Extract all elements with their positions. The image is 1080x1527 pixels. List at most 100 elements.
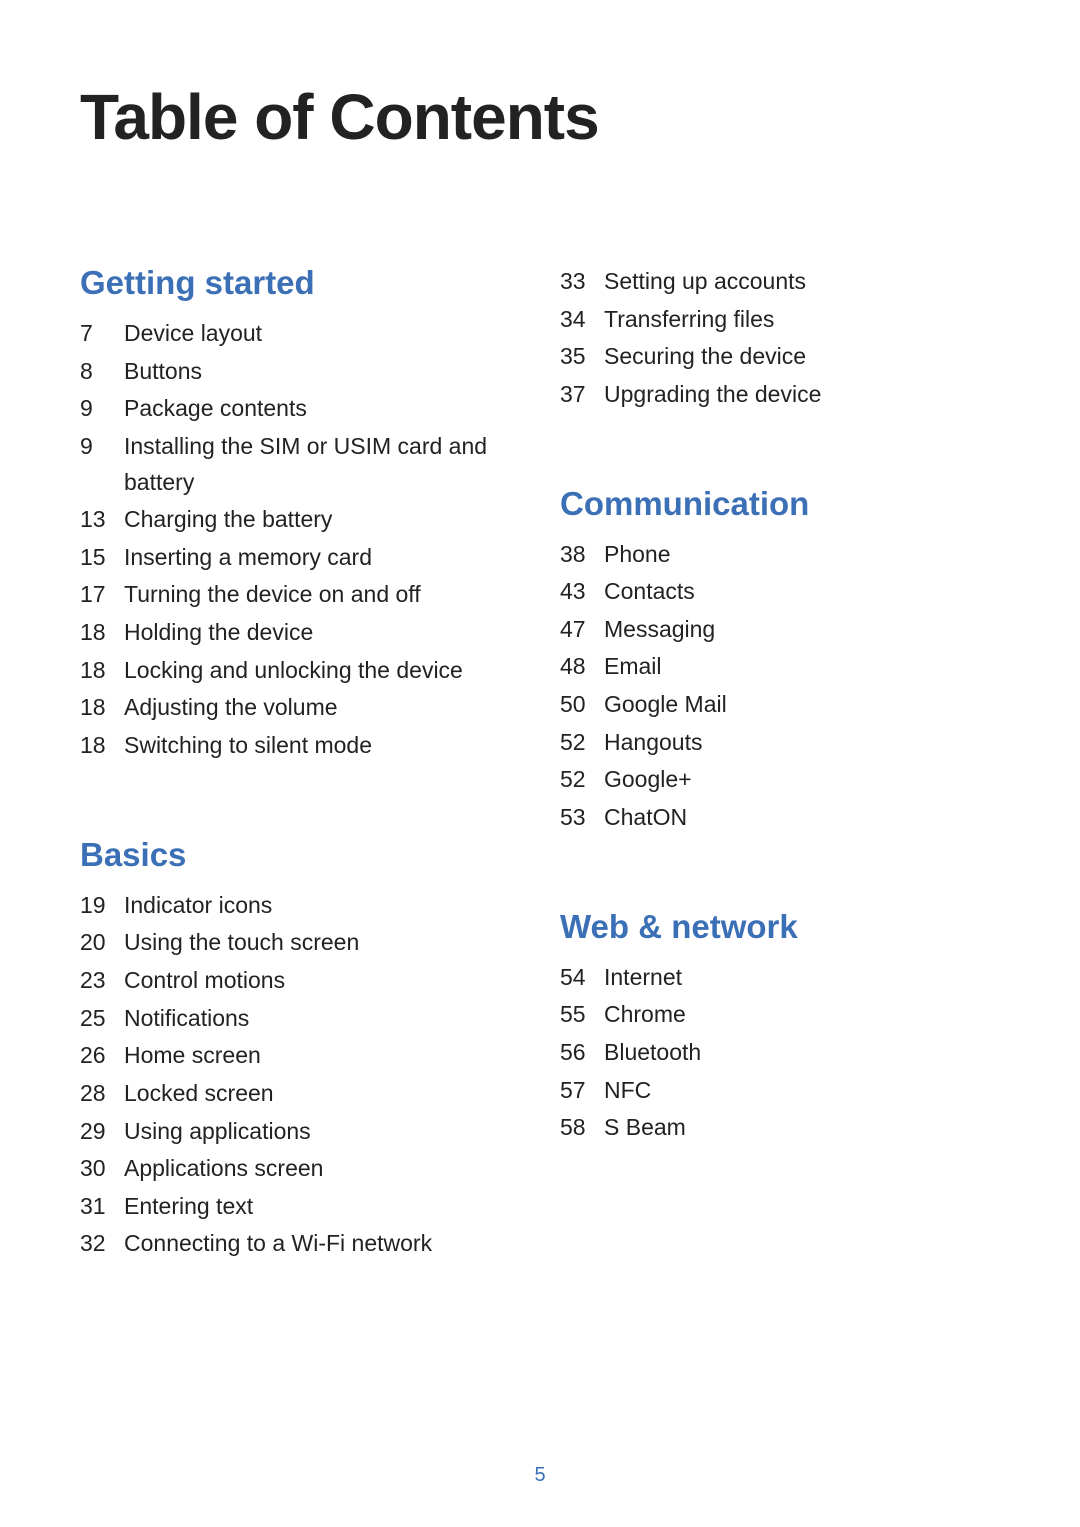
toc-entry[interactable]: 56Bluetooth [560,1035,1000,1071]
section-heading-web-network[interactable]: Web & network [560,908,1000,946]
toc-entry[interactable]: 25Notifications [80,1001,520,1037]
page-title: Table of Contents [80,80,1000,154]
toc-label: Switching to silent mode [124,728,520,764]
toc-page: 58 [560,1110,604,1146]
toc-entry[interactable]: 48Email [560,649,1000,685]
toc-page: 56 [560,1035,604,1071]
toc-entry[interactable]: 34Transferring files [560,302,1000,338]
page-number: 5 [0,1464,1080,1487]
toc-entry[interactable]: 15Inserting a memory card [80,540,520,576]
toc-entry[interactable]: 9Installing the SIM or USIM card and bat… [80,429,520,500]
toc-entry[interactable]: 18Switching to silent mode [80,728,520,764]
toc-label: Applications screen [124,1151,520,1187]
toc-page: 20 [80,925,124,961]
toc-entry[interactable]: 37Upgrading the device [560,377,1000,413]
toc-entry[interactable]: 52Google+ [560,762,1000,798]
toc-page: 23 [80,963,124,999]
toc-entry[interactable]: 43Contacts [560,574,1000,610]
toc-label: Package contents [124,391,520,427]
toc-label: Hangouts [604,725,1000,761]
toc-entry[interactable]: 20Using the touch screen [80,925,520,961]
toc-page: 26 [80,1038,124,1074]
toc-label: Messaging [604,612,1000,648]
toc-page: 28 [80,1076,124,1112]
toc-page: 47 [560,612,604,648]
toc-page: 7 [80,316,124,352]
toc-label: Adjusting the volume [124,690,520,726]
section-heading-communication[interactable]: Communication [560,485,1000,523]
toc-page: 43 [560,574,604,610]
toc-entry[interactable]: 50Google Mail [560,687,1000,723]
toc-entry[interactable]: 33Setting up accounts [560,264,1000,300]
toc-page: 35 [560,339,604,375]
toc-page: 18 [80,690,124,726]
toc-label: Setting up accounts [604,264,1000,300]
toc-entry[interactable]: 18Holding the device [80,615,520,651]
toc-page: 18 [80,653,124,689]
toc-label: Chrome [604,997,1000,1033]
toc-entry[interactable]: 18Adjusting the volume [80,690,520,726]
toc-label: Using applications [124,1114,520,1150]
toc-entry[interactable]: 58S Beam [560,1110,1000,1146]
toc-page: 52 [560,725,604,761]
toc-entry[interactable]: 30Applications screen [80,1151,520,1187]
toc-entry[interactable]: 35Securing the device [560,339,1000,375]
toc-entry[interactable]: 55Chrome [560,997,1000,1033]
toc-page: 29 [80,1114,124,1150]
toc-entry[interactable]: 53ChatON [560,800,1000,836]
toc-entry[interactable]: 8Buttons [80,354,520,390]
toc-label: Turning the device on and off [124,577,520,613]
toc-columns: Getting started 7Device layout 8Buttons … [80,264,1000,1264]
toc-entry[interactable]: 13Charging the battery [80,502,520,538]
toc-entry[interactable]: 17Turning the device on and off [80,577,520,613]
toc-page: 54 [560,960,604,996]
section-gap [80,766,520,836]
section-gap [560,415,1000,485]
toc-label: Bluetooth [604,1035,1000,1071]
toc-page: 53 [560,800,604,836]
toc-label: ChatON [604,800,1000,836]
toc-entry[interactable]: 9Package contents [80,391,520,427]
toc-entry[interactable]: 57NFC [560,1073,1000,1109]
toc-page: 37 [560,377,604,413]
toc-entry[interactable]: 28Locked screen [80,1076,520,1112]
toc-label: Connecting to a Wi-Fi network [124,1226,520,1262]
toc-label: Locked screen [124,1076,520,1112]
toc-page: 9 [80,391,124,427]
toc-label: Holding the device [124,615,520,651]
toc-entry[interactable]: 54Internet [560,960,1000,996]
toc-page: 57 [560,1073,604,1109]
section-heading-basics[interactable]: Basics [80,836,520,874]
section-heading-getting-started[interactable]: Getting started [80,264,520,302]
toc-page: 19 [80,888,124,924]
toc-page: 34 [560,302,604,338]
toc-entry[interactable]: 32Connecting to a Wi-Fi network [80,1226,520,1262]
toc-page: 50 [560,687,604,723]
toc-entry[interactable]: 18Locking and unlocking the device [80,653,520,689]
toc-label: Inserting a memory card [124,540,520,576]
toc-label: Installing the SIM or USIM card and batt… [124,429,520,500]
toc-entry[interactable]: 29Using applications [80,1114,520,1150]
toc-page: 15 [80,540,124,576]
toc-entry[interactable]: 26Home screen [80,1038,520,1074]
toc-entry[interactable]: 23Control motions [80,963,520,999]
toc-label: Phone [604,537,1000,573]
toc-entry[interactable]: 38Phone [560,537,1000,573]
section-gap [560,838,1000,908]
toc-page: 55 [560,997,604,1033]
toc-label: Upgrading the device [604,377,1000,413]
toc-page: 9 [80,429,124,465]
toc-page: 8 [80,354,124,390]
toc-right-column: 33Setting up accounts 34Transferring fil… [560,264,1000,1264]
toc-entry[interactable]: 52Hangouts [560,725,1000,761]
toc-label: Notifications [124,1001,520,1037]
toc-entry[interactable]: 31Entering text [80,1189,520,1225]
toc-label: Contacts [604,574,1000,610]
toc-page: 18 [80,728,124,764]
toc-entry[interactable]: 19Indicator icons [80,888,520,924]
toc-entry[interactable]: 7Device layout [80,316,520,352]
toc-label: Transferring files [604,302,1000,338]
toc-page: 52 [560,762,604,798]
toc-label: Charging the battery [124,502,520,538]
toc-entry[interactable]: 47Messaging [560,612,1000,648]
